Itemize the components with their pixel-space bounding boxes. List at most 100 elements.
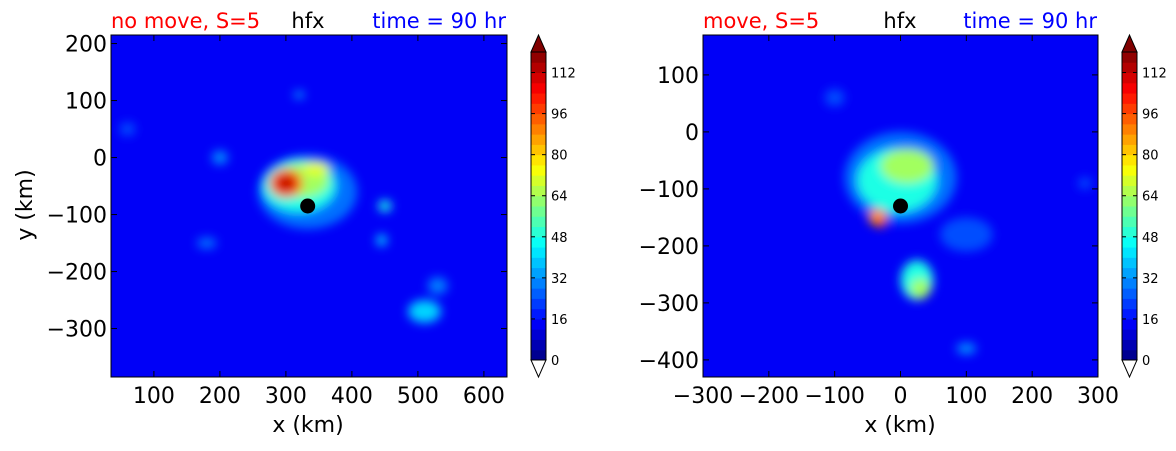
- colorbar-segment: [531, 226, 546, 238]
- x-tick-label: 0: [894, 384, 908, 409]
- colorbar-tick-label: 48: [1142, 231, 1159, 246]
- panel-title-right: time = 90 hr: [372, 9, 506, 33]
- colorbar-segment: [1122, 185, 1137, 197]
- colorbar-segment: [531, 195, 546, 207]
- colorbar-segment: [1122, 103, 1137, 115]
- colorbar-tick-label: 80: [1142, 149, 1159, 164]
- field-blob: [940, 217, 993, 252]
- x-tick-label: 400: [331, 384, 373, 409]
- colorbar-segment: [1122, 298, 1137, 310]
- left-panel: no move, S=5 hfx time = 90 hr x (km) y (…: [13, 9, 576, 438]
- field-blob: [302, 162, 329, 176]
- colorbar-segment: [1122, 164, 1137, 176]
- colorbar-tick-label: 16: [1142, 313, 1159, 328]
- colorbar-tick-label: 112: [551, 67, 576, 82]
- colorbar-segment: [1122, 123, 1137, 135]
- colorbar-frame: [1121, 51, 1138, 361]
- x-tick-label: −100: [804, 384, 864, 409]
- colorbar-segment: [531, 103, 546, 115]
- colorbar-segment: [531, 339, 546, 351]
- x-tick-label: 200: [1011, 384, 1053, 409]
- y-tick-label: 200: [65, 33, 107, 58]
- y-tick-label: 100: [657, 64, 699, 89]
- field-blob: [196, 237, 217, 249]
- colorbar-segment: [1122, 134, 1137, 145]
- center-marker: [893, 198, 908, 214]
- colorbar-segment: [1122, 82, 1137, 94]
- field-features: [119, 91, 448, 323]
- colorbar-tick-label: 96: [551, 108, 568, 123]
- colorbar-segment: [531, 62, 546, 74]
- colorbar-segment: [531, 216, 546, 228]
- colorbar-extend-bottom: [1121, 359, 1138, 379]
- field-blob: [378, 200, 392, 212]
- colorbar-segment: [531, 154, 546, 166]
- y-tick-label: −300: [639, 292, 699, 317]
- colorbar-segment: [531, 113, 546, 125]
- field-blob: [875, 218, 887, 228]
- colorbar-segment: [1122, 62, 1137, 74]
- colorbar: 0 16 32 48 64 80 96 112: [530, 33, 576, 379]
- colorbar-segment: [1122, 329, 1137, 340]
- heatmap-field: [703, 35, 1098, 377]
- y-tick-label: −100: [639, 178, 699, 203]
- colorbar-segment: [531, 298, 546, 310]
- colorbar-segment: [1122, 349, 1137, 361]
- colorbar-segment: [531, 247, 546, 258]
- colorbar-segment: [1122, 236, 1137, 248]
- x-tick-label: 100: [945, 384, 987, 409]
- colorbar-segment: [531, 72, 546, 84]
- colorbar-tick-label: 112: [1142, 67, 1167, 82]
- colorbar-segment: [1122, 339, 1137, 351]
- colorbar-segment: [1122, 175, 1137, 186]
- y-tick-label: −200: [639, 235, 699, 260]
- colorbar-segment: [531, 123, 546, 135]
- colorbar-tick-label: 32: [551, 272, 568, 287]
- panel-title-center: hfx: [291, 9, 324, 33]
- colorbar-segment: [1122, 52, 1137, 63]
- x-tick-label: 300: [265, 384, 307, 409]
- colorbar-segment: [1122, 144, 1137, 156]
- y-tick-label: 0: [93, 147, 107, 172]
- colorbar-tick-label: 16: [551, 313, 568, 328]
- x-tick-label: −300: [673, 384, 733, 409]
- colorbar-segment: [1122, 277, 1137, 289]
- colorbar-segment: [531, 175, 546, 186]
- panel-title-right: time = 90 hr: [963, 9, 1097, 33]
- colorbar: 0 16 32 48 64 80 96 112: [1121, 33, 1167, 379]
- x-tick-label: 500: [397, 384, 439, 409]
- panel-title-center: hfx: [883, 9, 916, 33]
- right-panel: move, S=5 hfx time = 90 hr x (km) −300 −2…: [639, 9, 1167, 438]
- colorbar-segment: [531, 82, 546, 94]
- colorbar-segment: [531, 144, 546, 156]
- colorbar-segment: [1122, 113, 1137, 125]
- colorbar-segment: [531, 164, 546, 176]
- y-tick-label: −400: [639, 349, 699, 374]
- colorbar-tick-label: 96: [1142, 108, 1159, 123]
- x-axis-label: x (km): [272, 413, 343, 438]
- center-marker: [300, 198, 316, 214]
- heatmap-field: [111, 35, 507, 377]
- colorbar-segment: [1122, 226, 1137, 238]
- colorbar-segment: [531, 349, 546, 361]
- colorbar-extend-top: [530, 33, 547, 53]
- colorbar-extend-bottom: [530, 359, 547, 379]
- panel-title-left: move, S=5: [703, 9, 819, 33]
- field-blob: [1078, 177, 1092, 189]
- colorbar-tick-label: 48: [551, 231, 568, 246]
- x-axis-label: x (km): [864, 413, 935, 438]
- field-blob: [427, 277, 448, 295]
- field-blob: [211, 150, 228, 165]
- x-tick-label: −200: [739, 384, 799, 409]
- colorbar-segment: [531, 288, 546, 299]
- field-blob: [293, 91, 305, 99]
- colorbar-segment: [531, 277, 546, 289]
- panel-title-left: no move, S=5: [111, 9, 260, 33]
- colorbar-tick-label: 0: [1142, 354, 1150, 369]
- colorbar-segment: [531, 134, 546, 145]
- colorbar-tick-label: 80: [551, 149, 568, 164]
- colorbar-segment: [531, 93, 546, 104]
- field-blob: [824, 89, 845, 107]
- colorbar-segment: [531, 308, 546, 320]
